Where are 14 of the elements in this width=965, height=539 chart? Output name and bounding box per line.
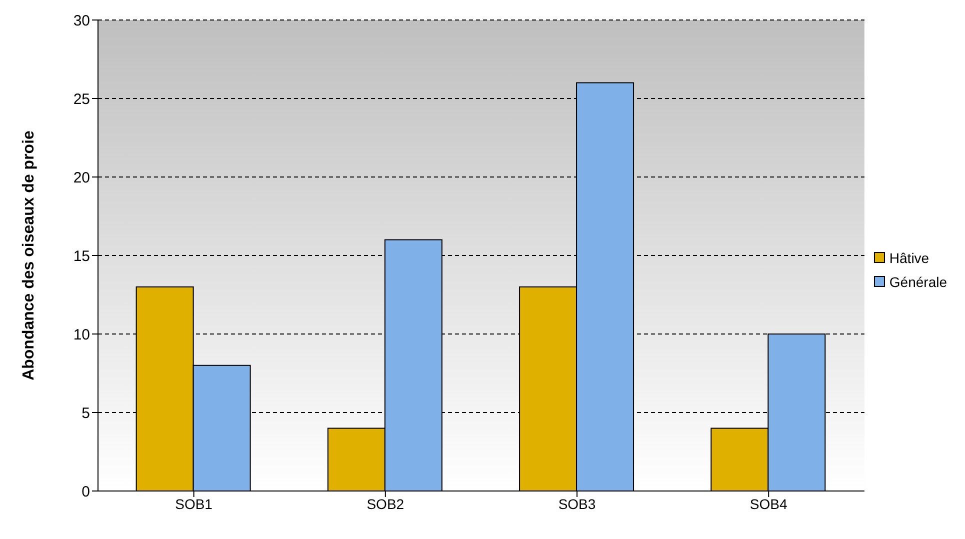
- x-tick-label: SOB2: [366, 496, 404, 512]
- y-tick-label: 25: [73, 90, 90, 108]
- x-tick-label: SOB3: [558, 496, 596, 512]
- y-tick-label: 30: [73, 12, 90, 30]
- y-tick-label: 10: [73, 326, 90, 344]
- y-axis-title: Abondance des oiseaux de proie: [20, 130, 38, 380]
- x-tick-label: SOB1: [175, 496, 213, 512]
- legend-label: Générale: [889, 274, 947, 290]
- y-tick-label: 5: [82, 404, 90, 422]
- y-tick-label: 0: [82, 483, 90, 500]
- y-tick-label: 15: [73, 248, 90, 265]
- x-tick-label: SOB4: [750, 496, 788, 512]
- y-tick-label: 20: [73, 169, 90, 186]
- legend-label: Hâtive: [889, 250, 930, 266]
